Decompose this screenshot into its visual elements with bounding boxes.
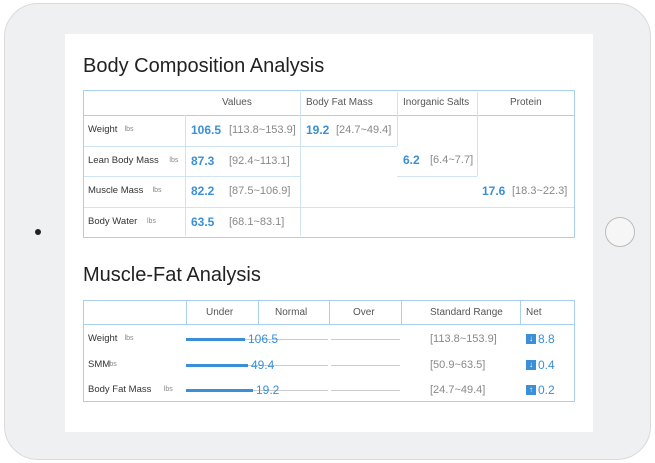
- value: 82.2: [191, 184, 215, 198]
- col-line: [186, 301, 187, 324]
- row-label: Lean Body Mass: [88, 154, 159, 166]
- col-line: [401, 301, 402, 324]
- row-line: [84, 324, 574, 325]
- section-title: Muscle-Fat Analysis: [83, 264, 261, 286]
- row-label: Muscle Mass: [88, 185, 144, 196]
- column-header: Standard Range: [430, 307, 503, 318]
- range: [92.4~113.1]: [229, 154, 290, 167]
- value: 106.5: [248, 332, 279, 346]
- row-line: [84, 146, 300, 147]
- value: 6.2: [403, 153, 420, 167]
- range: [87.5~106.9]: [229, 185, 291, 197]
- range-line: [331, 364, 400, 366]
- level-bar: [186, 389, 253, 392]
- column-header: Normal: [275, 307, 308, 318]
- row-line: [397, 176, 477, 177]
- value: 49.4: [251, 357, 275, 372]
- net-arrow: ↓: [526, 334, 536, 344]
- level-bar: [186, 338, 245, 341]
- level-bar: [186, 363, 248, 367]
- column-header: Net: [526, 307, 542, 318]
- col-line: [300, 92, 301, 236]
- unit: lbs: [124, 126, 134, 133]
- column-header: Inorganic Salts: [403, 97, 470, 108]
- column-header: Over: [353, 307, 375, 318]
- value: 19.2: [256, 383, 280, 397]
- composition-table: [83, 90, 575, 238]
- column-header: Under: [206, 307, 234, 318]
- column-header: Protein: [510, 97, 542, 108]
- row-label: Weight: [88, 124, 118, 135]
- unit: lbs: [124, 335, 134, 342]
- value: 19.2: [306, 123, 330, 137]
- range: [24.7~49.4]: [336, 124, 392, 136]
- row-line: [300, 146, 397, 147]
- range-line: [186, 339, 328, 340]
- row-line: [84, 176, 300, 177]
- range: [113.8~153.9]: [229, 124, 296, 136]
- net-arrow: ↓: [526, 359, 536, 370]
- unit: lbs: [152, 187, 162, 194]
- net-value: 0.2: [538, 383, 555, 397]
- col-line: [520, 301, 521, 324]
- col-line: [185, 115, 186, 236]
- range: [24.7~49.4]: [430, 384, 486, 396]
- range: [50.9~63.5]: [430, 358, 486, 371]
- range: [113.8~153.9]: [430, 333, 497, 345]
- net-arrow: ↑: [526, 385, 536, 395]
- row-line: [84, 207, 300, 208]
- camera: [35, 229, 41, 235]
- value: 17.6: [482, 184, 506, 198]
- value: 106.5: [191, 123, 222, 137]
- range: [68.1~83.1]: [229, 215, 285, 228]
- row-label: Body Water: [88, 215, 138, 227]
- range: [18.3~22.3]: [512, 185, 568, 197]
- range: [6.4~7.7]: [430, 154, 474, 166]
- row-label: Weight: [88, 333, 118, 344]
- screen: [65, 34, 593, 432]
- range-line: [186, 390, 328, 391]
- section-title: Body Composition Analysis: [83, 55, 325, 77]
- row-line: [300, 207, 574, 208]
- col-line: [477, 92, 478, 176]
- row-label: Body Fat Mass: [88, 384, 152, 395]
- col-line: [397, 92, 398, 146]
- muscle-fat-table: [83, 300, 575, 402]
- net-value: 8.8: [538, 332, 555, 346]
- home-button[interactable]: [605, 217, 635, 247]
- unit: lbs: [163, 386, 173, 393]
- col-line: [329, 301, 330, 324]
- value: 63.5: [191, 214, 215, 229]
- col-line: [258, 301, 259, 324]
- net-value: 0.4: [538, 357, 555, 372]
- column-header: Values: [222, 97, 252, 108]
- row-label: SMM: [88, 358, 111, 370]
- column-header: Body Fat Mass: [306, 97, 373, 108]
- row-line: [84, 115, 574, 116]
- value: 87.3: [191, 153, 215, 168]
- unit: lbs: [169, 156, 179, 164]
- unit: lbs: [147, 217, 156, 225]
- range-line: [331, 339, 400, 340]
- range-line: [331, 390, 400, 391]
- unit: lbs: [107, 360, 117, 368]
- range-line: [186, 364, 328, 366]
